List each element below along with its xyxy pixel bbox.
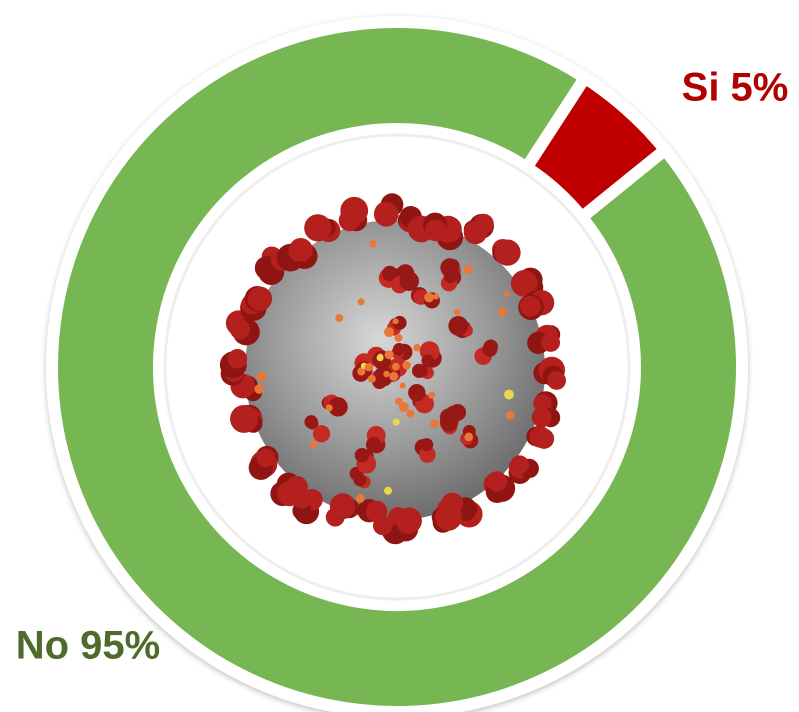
label-no: No 95% xyxy=(16,624,161,668)
coronavirus-illustration xyxy=(163,133,631,601)
label-si: Si 5% xyxy=(682,66,789,110)
donut-ring xyxy=(46,16,748,712)
slice-no xyxy=(46,16,748,712)
